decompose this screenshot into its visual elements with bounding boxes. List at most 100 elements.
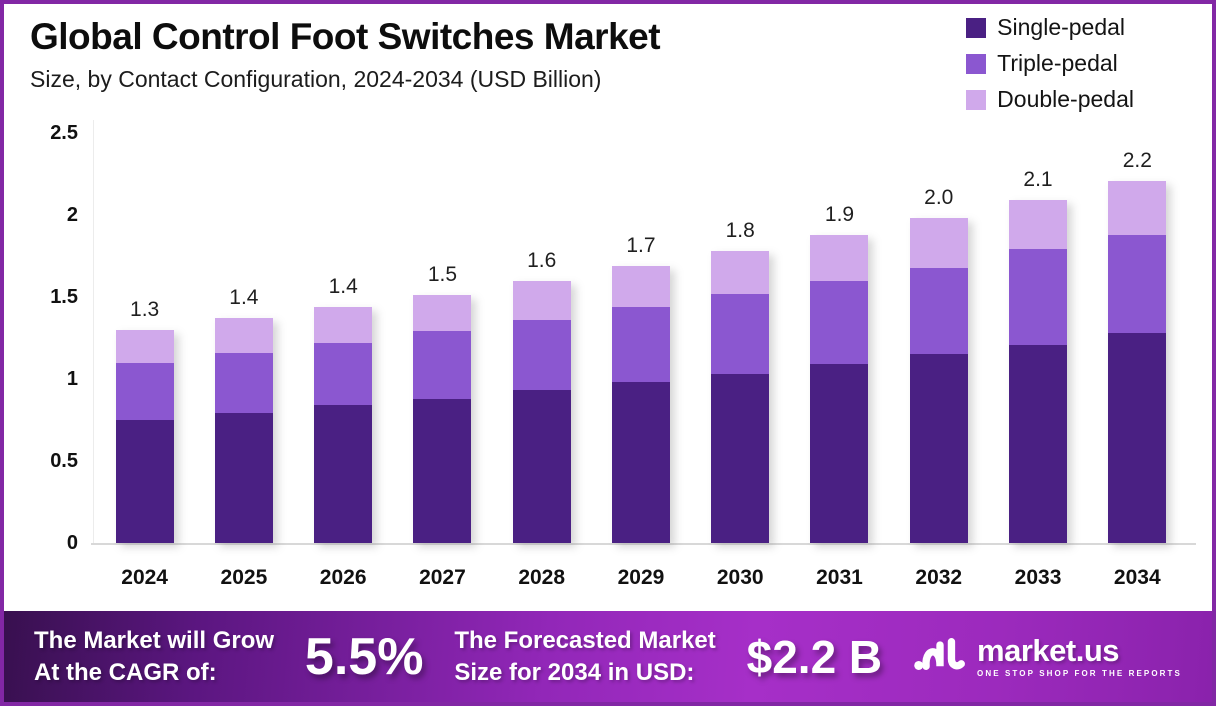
- bar-segment-triple-pedal: [909, 267, 968, 355]
- x-label-2026: 2026: [319, 566, 367, 589]
- legend-item-double-pedal: Double-pedal: [966, 86, 1134, 113]
- legend-item-triple-pedal: Triple-pedal: [966, 50, 1134, 77]
- x-label-2028: 2028: [518, 566, 566, 589]
- bar-segment-double-pedal: [810, 234, 869, 281]
- bar-segment-double-pedal: [512, 280, 571, 320]
- bar-2024: 1.3: [95, 133, 194, 543]
- brand-tagline: ONE STOP SHOP FOR THE REPORTS: [977, 669, 1182, 678]
- bar-segment-single-pedal: [413, 398, 472, 543]
- bar-stack: [711, 251, 770, 543]
- bar-stack: [115, 329, 174, 543]
- page-title: Global Control Foot Switches Market: [30, 16, 661, 57]
- forecast-value: $2.2 B: [746, 630, 883, 683]
- brand-name: market.us: [977, 633, 1119, 668]
- x-label-2024: 2024: [121, 566, 168, 589]
- forecast-label: The Forecasted Market Size for 2034 in U…: [454, 625, 715, 687]
- x-axis-baseline: [91, 543, 1196, 545]
- bar-segment-single-pedal: [611, 382, 670, 543]
- legend-swatch: [966, 89, 987, 110]
- bar-segment-single-pedal: [1108, 333, 1167, 543]
- bar-segment-triple-pedal: [1108, 234, 1167, 334]
- legend-label: Triple-pedal: [997, 50, 1118, 76]
- bar-segment-single-pedal: [115, 420, 174, 543]
- x-axis-labels: 2024 2025 2026 2027 2028 2029 2030 2031 2032 2033…: [95, 566, 1187, 590]
- bar-total-label: 1.6: [527, 248, 557, 272]
- bar-stack: [810, 234, 869, 543]
- bar-stack: [1009, 200, 1068, 543]
- brand-logo: market.us ONE STOP SHOP FOR THE REPORTS: [913, 634, 1182, 679]
- bar-segment-double-pedal: [711, 251, 770, 294]
- bar-2033: 2.1: [988, 133, 1087, 543]
- bar-stack: [909, 218, 968, 543]
- y-tick-2: 2: [66, 204, 78, 226]
- bar-segment-single-pedal: [909, 354, 968, 543]
- bar-segment-triple-pedal: [512, 319, 571, 391]
- bar-segment-single-pedal: [711, 374, 770, 543]
- bar-segment-single-pedal: [810, 364, 869, 543]
- cagr-label: The Market will Grow At the CAGR of:: [34, 625, 274, 687]
- header: Global Control Foot Switches Market Size…: [30, 16, 661, 93]
- bar-segment-triple-pedal: [314, 342, 373, 406]
- x-label-2029: 2029: [617, 566, 665, 589]
- bar-total-label: 1.9: [824, 202, 855, 226]
- bar-stack: [1108, 180, 1167, 543]
- bar-segment-triple-pedal: [115, 362, 174, 420]
- bar-total-label: 1.3: [130, 297, 160, 321]
- bar-segment-double-pedal: [115, 329, 174, 363]
- bar-segment-triple-pedal: [413, 331, 472, 399]
- bar-2034: 2.2: [1088, 133, 1187, 543]
- bar-segment-double-pedal: [314, 306, 373, 343]
- bars-row: 1.3 1.4 1.4 1.5 1.6 1.7 1.8 1.9 2.0 2.1 2.2: [95, 133, 1187, 543]
- y-axis-line: [93, 120, 94, 543]
- bar-segment-double-pedal: [214, 318, 273, 353]
- y-tick-1: 1: [66, 368, 78, 390]
- legend-label: Double-pedal: [997, 86, 1134, 112]
- bar-segment-single-pedal: [512, 390, 571, 543]
- bar-total-label: 1.4: [229, 286, 259, 310]
- x-label-2025: 2025: [220, 566, 268, 589]
- bar-segment-single-pedal: [214, 413, 273, 543]
- marketus-squiggle-icon: [913, 634, 967, 679]
- y-tick-2.5: 2.5: [50, 122, 78, 144]
- x-label-2031: 2031: [816, 566, 863, 589]
- forecast-label-line1: The Forecasted Market: [454, 627, 716, 655]
- legend-item-single-pedal: Single-pedal: [966, 14, 1134, 41]
- bar-segment-double-pedal: [1108, 180, 1167, 235]
- bar-2031: 1.9: [790, 133, 889, 543]
- bar-total-label: 2.2: [1122, 148, 1152, 172]
- bar-2030: 1.8: [691, 133, 790, 543]
- bar-total-label: 1.5: [427, 263, 458, 287]
- legend-label: Single-pedal: [997, 14, 1126, 40]
- stacked-bar-chart: 1.3 1.4 1.4 1.5 1.6 1.7 1.8 1.9 2.0 2.1 2.2 2024 20…: [4, 4, 1212, 702]
- cagr-label-line1: The Market will Grow: [34, 627, 275, 655]
- bar-total-label: 2.0: [924, 186, 954, 210]
- bar-total-label: 1.7: [626, 233, 656, 257]
- bar-2026: 1.4: [294, 133, 393, 543]
- bar-stack: [314, 306, 373, 543]
- y-tick-0.5: 0.5: [50, 450, 78, 472]
- bar-segment-double-pedal: [1009, 200, 1068, 250]
- bar-2027: 1.5: [393, 133, 492, 543]
- bar-segment-triple-pedal: [214, 352, 273, 414]
- bar-total-label: 2.1: [1023, 168, 1053, 192]
- bar-segment-double-pedal: [413, 295, 472, 332]
- legend-swatch: [966, 17, 987, 38]
- brand-text: market.us ONE STOP SHOP FOR THE REPORTS: [977, 635, 1182, 678]
- bar-segment-triple-pedal: [611, 306, 670, 383]
- bar-total-label: 1.4: [328, 274, 358, 298]
- x-label-2030: 2030: [716, 566, 764, 589]
- bar-segment-triple-pedal: [711, 293, 770, 375]
- bar-2025: 1.4: [194, 133, 293, 543]
- bar-segment-triple-pedal: [810, 280, 869, 365]
- x-label-2027: 2027: [419, 566, 466, 589]
- bar-2032: 2.0: [889, 133, 988, 543]
- bar-segment-triple-pedal: [1009, 249, 1068, 345]
- bar-stack: [611, 265, 670, 543]
- forecast-label-line2: Size for 2034 in USD:: [454, 658, 695, 686]
- legend: Single-pedal Triple-pedal Double-pedal: [966, 14, 1134, 113]
- bar-stack: [214, 318, 273, 543]
- page-subtitle: Size, by Contact Configuration, 2024-203…: [30, 65, 602, 92]
- y-tick-0: 0: [66, 532, 78, 554]
- bar-segment-double-pedal: [909, 218, 968, 268]
